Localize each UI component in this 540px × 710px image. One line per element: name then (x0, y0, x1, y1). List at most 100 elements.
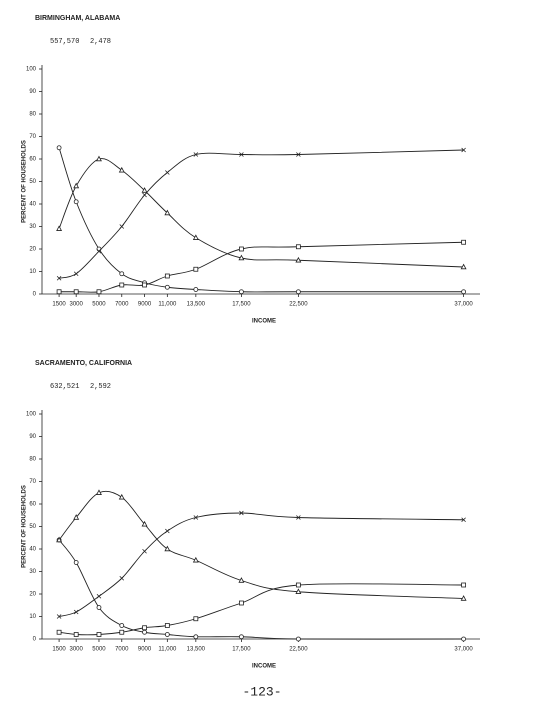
marker (460, 595, 467, 601)
x-tick-label: 5000 (92, 302, 106, 308)
marker (461, 517, 466, 523)
chart: SACRAMENTO, CALIFORNIA 632,521 2,592 PERCEN… (22, 360, 480, 670)
series-line (58, 512, 464, 617)
chart: BIRMINGHAM, ALABAMA 557,570 2,478 PERCENT O… (22, 15, 480, 325)
marker (56, 614, 62, 619)
marker (461, 636, 467, 642)
marker (73, 199, 79, 205)
marker (295, 244, 301, 250)
marker (192, 556, 199, 563)
x-tick-label: 11,000 (158, 302, 177, 308)
marker (96, 248, 102, 254)
x-tick-label: 7000 (115, 302, 129, 308)
y-axis-label: PERCENT OF HOUSEHOLDS (22, 140, 28, 223)
chart-title: BIRMINGHAM, ALABAMA (35, 15, 120, 22)
marker (142, 192, 147, 198)
marker (118, 166, 125, 173)
x-tick-label: 17,500 (232, 302, 251, 308)
marker (238, 577, 245, 583)
series-line (58, 158, 464, 268)
y-tick-label: 0 (33, 292, 37, 298)
marker (193, 634, 199, 640)
marker (96, 289, 102, 295)
y-tick-label: 40 (29, 547, 36, 553)
x-axis-label: INCOME (252, 319, 276, 325)
marker (192, 234, 199, 240)
marker (119, 623, 125, 628)
marker (239, 600, 244, 606)
y-tick-label: 90 (29, 89, 36, 95)
marker (119, 224, 125, 229)
marker (164, 632, 170, 637)
x-tick-label: 37,000 (454, 647, 473, 653)
marker (73, 632, 79, 637)
x-tick-label: 3000 (70, 647, 84, 653)
marker (193, 287, 199, 292)
y-tick-label: 30 (29, 569, 36, 575)
marker (193, 515, 199, 520)
marker (56, 536, 63, 543)
marker (193, 616, 199, 622)
marker (461, 147, 466, 153)
x-tick-label: 9000 (138, 302, 152, 308)
marker (119, 629, 125, 635)
y-tick-label: 20 (29, 247, 36, 253)
marker (141, 187, 148, 193)
y-tick-label: 40 (29, 202, 36, 208)
y-axis-label: PERCENT OF HOUSEHOLDS (22, 485, 28, 568)
x-tick-label: 11,000 (158, 647, 177, 653)
y-tick-label: 60 (29, 157, 36, 163)
marker (119, 282, 125, 288)
x-tick-label: 9000 (138, 647, 152, 653)
marker (164, 545, 171, 552)
x-tick-label: 3000 (70, 302, 84, 308)
marker (96, 489, 102, 495)
marker (142, 548, 147, 554)
marker (96, 593, 102, 599)
marker (56, 225, 63, 231)
annotation: 2,478 (90, 38, 111, 46)
marker (165, 170, 170, 175)
marker (295, 289, 301, 295)
marker (461, 239, 467, 245)
series-line (59, 583, 464, 636)
marker (73, 560, 79, 565)
marker (118, 493, 125, 500)
y-tick-label: 60 (29, 502, 36, 508)
marker (119, 271, 125, 277)
marker (96, 605, 102, 610)
marker (142, 282, 147, 288)
marker (96, 155, 102, 162)
marker (295, 582, 301, 588)
annotation: 557,570 (50, 38, 79, 46)
x-tick-label: 13,500 (187, 647, 206, 653)
marker (239, 152, 244, 157)
series-line (58, 490, 464, 599)
marker (96, 632, 102, 637)
marker (165, 528, 170, 534)
marker (295, 256, 302, 263)
y-tick-label: 10 (29, 269, 36, 275)
x-tick-label: 22,500 (289, 647, 308, 653)
y-tick-label: 0 (33, 637, 37, 643)
x-tick-label: 5000 (92, 647, 106, 653)
annotation: 632,521 (50, 383, 79, 391)
y-tick-label: 10 (29, 614, 36, 620)
marker (296, 152, 301, 157)
x-tick-label: 1500 (52, 302, 66, 308)
page-number: -123- (242, 684, 281, 699)
y-tick-label: 20 (29, 592, 36, 598)
marker (239, 289, 244, 295)
x-tick-label: 17,500 (232, 647, 251, 653)
marker (239, 510, 244, 516)
y-tick-label: 100 (26, 412, 37, 418)
marker (73, 289, 79, 295)
marker (295, 588, 302, 594)
x-tick-label: 22,500 (289, 302, 308, 308)
marker (164, 284, 170, 290)
x-tick-label: 1500 (52, 647, 66, 653)
y-tick-label: 70 (29, 134, 36, 140)
marker (142, 629, 147, 635)
marker (239, 634, 244, 640)
chart-title: SACRAMENTO, CALIFORNIA (35, 360, 132, 367)
